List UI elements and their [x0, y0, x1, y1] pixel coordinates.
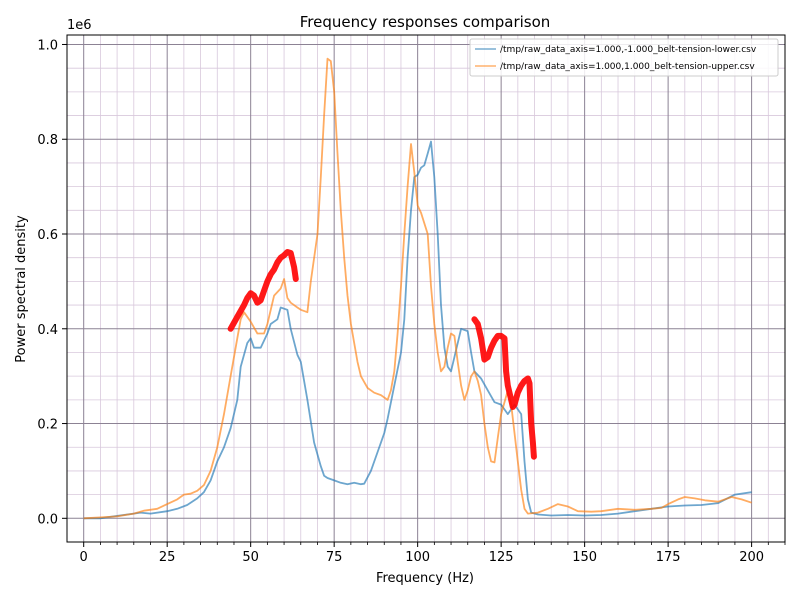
plot-area — [66, 34, 786, 543]
axes-background — [67, 35, 785, 542]
x-axis: 0 25 50 75 100 125 150 175 200 — [80, 542, 786, 565]
y-axis: 0.0 0.2 0.4 0.6 0.8 1.0 — [37, 38, 67, 527]
highlight-annotation-1 — [227, 249, 299, 332]
x-tick-label: 150 — [572, 550, 597, 565]
y-tick-label: 0.8 — [37, 133, 58, 148]
y-tick-label: 0.6 — [37, 228, 58, 243]
major-grid — [67, 35, 785, 542]
x-tick-label: 75 — [326, 550, 343, 565]
legend: /tmp/raw_data_axis=1.000,-1.000_belt-ten… — [469, 38, 779, 77]
legend-label-lower: /tmp/raw_data_axis=1.000,-1.000_belt-ten… — [500, 45, 757, 55]
x-tick-label: 175 — [656, 550, 681, 565]
x-tick-label: 25 — [159, 550, 176, 565]
series-line-upper — [83, 57, 752, 520]
annotation-layer — [227, 249, 537, 460]
x-axis-label: Frequency (Hz) — [376, 571, 474, 586]
axes-frame — [66, 34, 786, 543]
x-tick-label: 0 — [80, 550, 88, 565]
y-tick-label: 0.4 — [37, 323, 58, 338]
chart-title: Frequency responses comparison — [300, 13, 551, 31]
highlight-annotation-2 — [471, 316, 537, 460]
x-tick-label: 50 — [242, 550, 259, 565]
y-offset-label: 1e6 — [67, 18, 92, 33]
y-tick-label: 0.0 — [37, 512, 58, 527]
legend-label-upper: /tmp/raw_data_axis=1.000,1.000_belt-tens… — [500, 62, 755, 72]
series-line-lower — [83, 140, 752, 520]
y-axis-label: Power spectral density — [14, 215, 29, 363]
legend-box — [469, 38, 779, 77]
y-tick-label: 1.0 — [37, 38, 58, 53]
x-tick-label: 200 — [739, 550, 764, 565]
y-tick-label: 0.2 — [37, 418, 58, 433]
minor-grid — [67, 35, 786, 542]
series-layer — [83, 57, 752, 520]
x-tick-label: 100 — [405, 550, 430, 565]
x-tick-label: 125 — [489, 550, 514, 565]
